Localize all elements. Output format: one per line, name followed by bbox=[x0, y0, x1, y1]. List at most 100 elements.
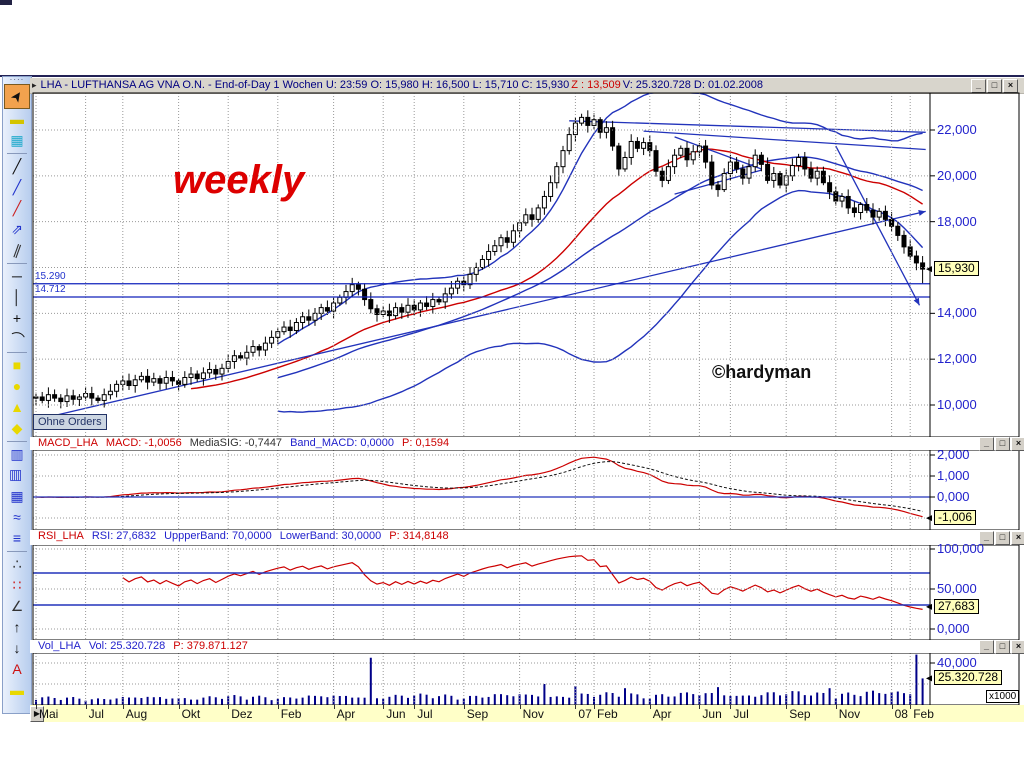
rsi-panel-header[interactable]: _ □ × RSI_LHA RSI: 27,6832 UppperBand: 70,00… bbox=[30, 530, 1024, 545]
x-axis-label: Mai bbox=[39, 707, 59, 721]
chart-edit-icon: ▦ bbox=[10, 488, 24, 504]
x-axis-tick bbox=[122, 705, 124, 709]
titlebar-text-segment: Z : 13,509 bbox=[571, 79, 621, 91]
fan-arcs-icon: ≈ bbox=[13, 509, 21, 525]
x-axis-label: Apr bbox=[652, 707, 672, 721]
x-axis-label: Feb bbox=[280, 707, 302, 721]
macd-y-label: 0,000 bbox=[937, 489, 970, 504]
toolbar-divider bbox=[7, 263, 27, 264]
scatter-arrow-icon[interactable]: ∴ bbox=[5, 554, 29, 575]
x-axis-label: Jun bbox=[702, 707, 722, 721]
fan-arcs-icon[interactable]: ≈ bbox=[5, 507, 29, 528]
macd-header-segment: MediaSIG: -0,7447 bbox=[189, 437, 283, 449]
grid-box-icon: ≡ bbox=[12, 530, 22, 546]
color-bar-icon[interactable]: ▬ bbox=[5, 680, 29, 701]
channel-line-icon: ⇗ bbox=[11, 221, 23, 237]
x-axis-tick bbox=[575, 705, 577, 709]
maximize-button[interactable]: □ bbox=[995, 640, 1010, 654]
main-window-controls: _ □ × bbox=[971, 79, 1018, 93]
angle-tool-icon[interactable]: ∠ bbox=[5, 596, 29, 617]
x-axis-label: Jul bbox=[417, 707, 433, 721]
pattern-box-icon[interactable]: ▦ bbox=[5, 130, 29, 151]
vertical-line-icon: │ bbox=[12, 289, 22, 305]
titlebar-text-segment: V: 25.320.728 D: 01.02.2008 bbox=[622, 79, 764, 91]
vol-header-segment: Vol_LHA bbox=[38, 640, 81, 652]
cross-line-icon: + bbox=[12, 310, 22, 326]
rsi-header-segment: LowerBand: 30,0000 bbox=[279, 530, 382, 542]
vol-header-segment: P: 379.871.127 bbox=[173, 640, 248, 652]
minimize-button[interactable]: _ bbox=[971, 79, 986, 93]
x-axis-tick bbox=[910, 705, 912, 709]
toolbar-divider bbox=[7, 352, 27, 353]
drawing-toolbar: ···· ➤ ▬ ▦ ╱ ╱ ╱ ⇗ ∥ ─ │ + ⌒ ■ ● ▲ ◆ ▥ ▤ ▦ ≈ ≡ ∴ ∷ ∠ ↑ ↓ A ▬ bbox=[2, 76, 32, 714]
horizontal-line-icon[interactable]: ─ bbox=[5, 266, 29, 287]
main-y-label: 18,000 bbox=[937, 213, 977, 229]
vol-value-tag: 25.320.728 bbox=[934, 670, 1003, 686]
close-button[interactable]: × bbox=[1011, 640, 1024, 654]
maximize-button[interactable]: □ bbox=[995, 531, 1010, 545]
pin-ruler-icon[interactable]: ▬ bbox=[5, 109, 29, 130]
cross-line-icon[interactable]: + bbox=[5, 308, 29, 329]
credit-annotation: ©hardyman bbox=[712, 362, 812, 382]
x-axis-tick bbox=[594, 705, 595, 709]
scatter-edit-icon[interactable]: ∷ bbox=[5, 575, 29, 596]
support-line-label: 14.712 bbox=[35, 284, 66, 296]
macd-header-segment: MACD_LHA bbox=[38, 437, 98, 449]
x-axis-tick bbox=[699, 705, 701, 709]
cursor-arrow-icon[interactable]: ➤ bbox=[4, 84, 30, 109]
scatter-arrow-icon: ∴ bbox=[12, 556, 22, 572]
text-label-icon[interactable]: A bbox=[5, 659, 29, 680]
bars-two-icon: ▥ bbox=[10, 446, 24, 462]
x-axis-tick bbox=[414, 705, 416, 709]
ellipse-tool-icon[interactable]: ● bbox=[5, 376, 29, 397]
arrow-down-icon[interactable]: ↓ bbox=[5, 638, 29, 659]
x-axis-tick bbox=[383, 705, 385, 709]
maximize-button[interactable]: □ bbox=[995, 437, 1010, 451]
macd-header-segment: P: 0,1594 bbox=[402, 437, 450, 449]
vol-y-label: 40,000 bbox=[937, 655, 977, 670]
triangle-tool-icon: ▲ bbox=[10, 399, 24, 415]
x-axis-label: Jun bbox=[386, 707, 406, 721]
macd-value-tag: -1,006 bbox=[934, 510, 977, 526]
macd-panel-header[interactable]: _ □ × MACD_LHA MACD: -1,0056 MediaSIG: -0,74… bbox=[30, 437, 1024, 451]
close-button[interactable]: × bbox=[1011, 437, 1024, 451]
x-axis-tick bbox=[649, 705, 651, 709]
minimize-button[interactable]: _ bbox=[979, 531, 994, 545]
rectangle-tool-icon[interactable]: ■ bbox=[5, 355, 29, 376]
pin-ruler-icon: ▬ bbox=[10, 111, 24, 127]
minimize-button[interactable]: _ bbox=[979, 437, 994, 451]
toolbar-grip[interactable]: ···· bbox=[9, 75, 25, 84]
bars-two-icon[interactable]: ▥ bbox=[5, 444, 29, 465]
ohne-orders-button[interactable]: Ohne Orders bbox=[33, 414, 107, 430]
minimize-button[interactable]: _ bbox=[979, 640, 994, 654]
weekly-annotation: weekly bbox=[173, 158, 305, 202]
regression-line-icon[interactable]: ╱ bbox=[5, 198, 29, 219]
x-axis-label: 08 bbox=[894, 707, 908, 721]
arrow-up-icon[interactable]: ↑ bbox=[5, 617, 29, 638]
chart-edit-icon[interactable]: ▦ bbox=[5, 486, 29, 507]
x-axis-label: Nov bbox=[522, 707, 544, 721]
close-button[interactable]: × bbox=[1011, 531, 1024, 545]
x-axis-tick bbox=[519, 705, 521, 709]
angle-tool-icon: ∠ bbox=[10, 598, 24, 614]
trendline-icon: ╱ bbox=[12, 158, 22, 174]
main-y-label: 12,000 bbox=[937, 351, 977, 367]
trendline-blue-icon[interactable]: ╱ bbox=[5, 177, 29, 198]
trendline-icon[interactable]: ╱ bbox=[5, 156, 29, 177]
x-axis-tick bbox=[730, 705, 732, 709]
rsi-window-controls: _ □ × bbox=[979, 531, 1024, 545]
vol-panel-header[interactable]: _ □ × Vol_LHA Vol: 25.320.728 P: 379.871.127 bbox=[30, 640, 1024, 654]
rsi-y-label: 100,000 bbox=[937, 541, 984, 556]
grid-box-icon[interactable]: ≡ bbox=[5, 528, 29, 549]
triangle-tool-icon[interactable]: ▲ bbox=[5, 397, 29, 418]
color-bar-icon: ▬ bbox=[10, 682, 24, 698]
x-scroll-left-button[interactable]: ▶ bbox=[30, 706, 44, 722]
channel-line-icon[interactable]: ⇗ bbox=[5, 219, 29, 240]
x-axis-tick bbox=[891, 705, 893, 709]
rsi-header-segment: P: 314,8148 bbox=[389, 530, 449, 542]
x-axis-tick bbox=[85, 705, 87, 709]
vertical-line-icon[interactable]: │ bbox=[5, 287, 29, 308]
diamond-tool-icon[interactable]: ◆ bbox=[5, 418, 29, 439]
toolbar-divider bbox=[7, 153, 27, 154]
